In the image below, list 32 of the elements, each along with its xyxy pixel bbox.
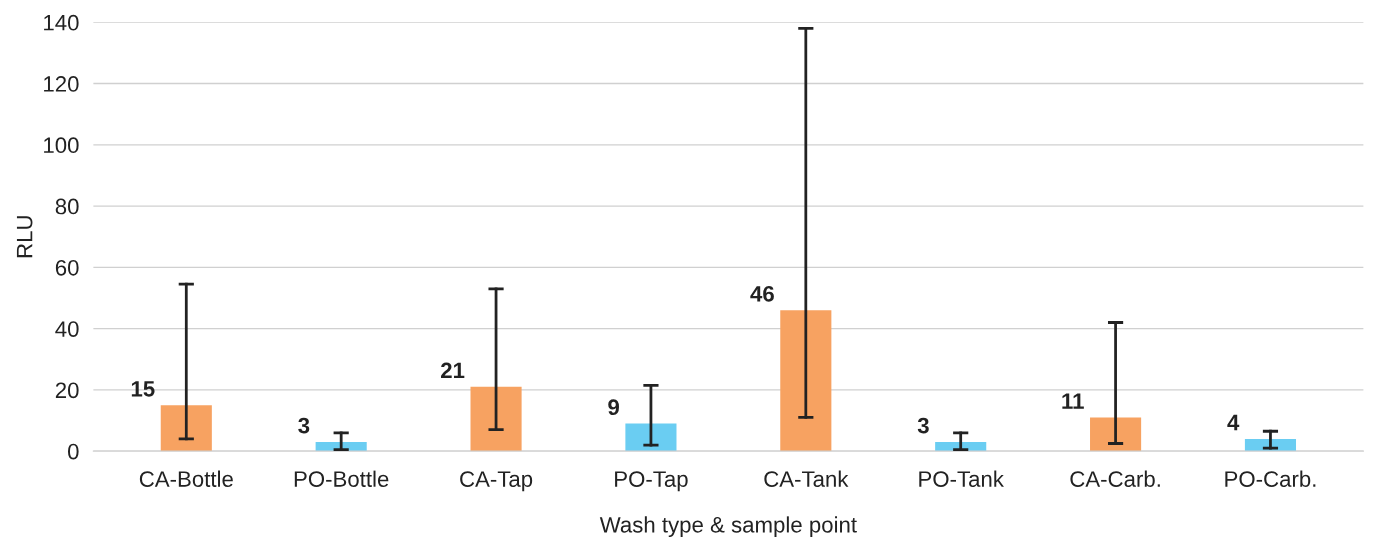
- bar: [1244, 438, 1297, 452]
- data-label: 46: [750, 285, 774, 302]
- y-tick-label: 20: [55, 382, 79, 399]
- x-axis-title: Wash type & sample point: [599, 516, 857, 538]
- x-tick-label: CA-Carb.: [1070, 470, 1160, 487]
- data-label: 11: [1062, 393, 1084, 409]
- y-axis-title: RLU: [16, 216, 33, 258]
- y-tick-label: 60: [55, 259, 79, 276]
- data-label: 4: [1227, 414, 1240, 431]
- bar: [625, 423, 677, 452]
- x-tick-label: CA-Tank: [764, 470, 849, 487]
- x-tick-label: PO-Tank: [919, 470, 1004, 487]
- data-label: 21: [441, 362, 465, 379]
- data-label: 15: [131, 381, 155, 397]
- data-label: 9: [608, 399, 619, 416]
- y-tick-label: 80: [55, 198, 79, 215]
- bar: [1090, 417, 1142, 452]
- bar: [780, 310, 832, 452]
- y-tick-label: 0: [67, 443, 79, 460]
- y-tick-label: 100: [44, 137, 79, 154]
- data-label: 3: [917, 417, 929, 434]
- x-tick-label: PO-Tap: [615, 471, 688, 492]
- x-tick-label: CA-Tap: [460, 471, 533, 492]
- data-label: 3: [298, 417, 310, 434]
- bar: [470, 386, 522, 452]
- y-tick-label: 120: [44, 76, 79, 92]
- x-tick-label: CA-Bottle: [139, 470, 233, 487]
- x-tick-label: PO-Bottle: [294, 470, 389, 487]
- y-tick-label: 40: [55, 321, 79, 337]
- bar: [160, 405, 212, 452]
- x-tick-label: PO-Carb.: [1225, 470, 1316, 487]
- y-tick-label: 140: [44, 14, 79, 31]
